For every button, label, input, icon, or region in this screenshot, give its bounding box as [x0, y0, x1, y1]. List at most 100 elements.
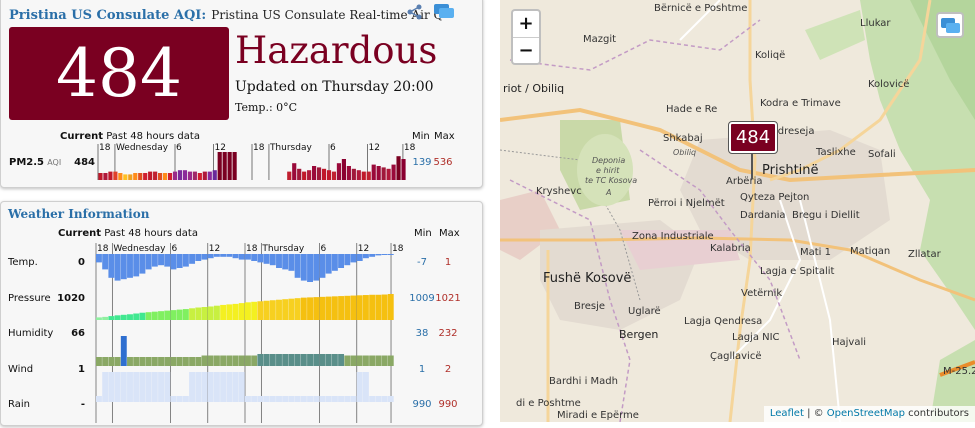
wind-bar[interactable] — [257, 396, 264, 402]
pm25-bar[interactable] — [366, 171, 371, 180]
wind-bar[interactable] — [387, 396, 394, 402]
humidity-bar[interactable] — [182, 357, 189, 366]
temp-bar[interactable] — [151, 254, 158, 267]
temp-bar[interactable] — [158, 254, 164, 266]
temp-bar[interactable] — [176, 254, 183, 268]
wind-bar[interactable] — [325, 396, 332, 402]
temp-bar[interactable] — [300, 254, 307, 281]
humidity-bar[interactable] — [362, 355, 369, 367]
wind-bar[interactable] — [114, 372, 121, 402]
wind-bar[interactable] — [201, 372, 208, 402]
temp-bar[interactable] — [282, 254, 289, 270]
pressure-bar[interactable] — [375, 294, 382, 320]
temp-bar[interactable] — [108, 254, 115, 278]
humidity-bar[interactable] — [238, 355, 245, 367]
temp-bar[interactable] — [201, 254, 208, 260]
temp-bar[interactable] — [288, 254, 295, 271]
wind-bar[interactable] — [362, 372, 369, 402]
wind-bar[interactable] — [263, 396, 270, 402]
pm25-bar[interactable] — [113, 171, 118, 180]
wind-bar[interactable] — [375, 396, 382, 402]
humidity-bar[interactable] — [151, 357, 158, 366]
pressure-bar[interactable] — [282, 299, 289, 320]
wind-bar[interactable] — [182, 396, 189, 402]
temp-bar[interactable] — [120, 254, 127, 280]
temp-bar[interactable] — [313, 254, 320, 281]
temp-bar[interactable] — [245, 254, 251, 260]
pm25-bar[interactable] — [227, 152, 232, 180]
zoom-in-button[interactable]: + — [518, 13, 534, 34]
wind-bar[interactable] — [232, 372, 239, 402]
leaflet-link[interactable]: Leaflet — [769, 408, 804, 419]
zoom-out-button[interactable]: − — [513, 37, 539, 63]
map-tiles[interactable] — [500, 0, 975, 422]
temp-bar[interactable] — [139, 254, 146, 274]
humidity-bar[interactable] — [120, 336, 127, 366]
humidity-bar[interactable] — [331, 354, 338, 366]
pm25-bar[interactable] — [158, 173, 163, 180]
pressure-bar[interactable] — [114, 315, 121, 320]
wind-bar[interactable] — [307, 396, 313, 402]
wind-bar[interactable] — [145, 372, 152, 402]
humidity-bar[interactable] — [375, 355, 382, 367]
temp-bar[interactable] — [102, 254, 109, 270]
pm25-bar[interactable] — [312, 166, 317, 180]
pressure-bar[interactable] — [356, 295, 363, 320]
humidity-bar[interactable] — [276, 354, 282, 366]
temp-bar[interactable] — [356, 254, 363, 261]
pressure-bar[interactable] — [263, 300, 270, 320]
humidity-bar[interactable] — [307, 354, 313, 366]
pressure-bar[interactable] — [213, 305, 220, 320]
temp-bar[interactable] — [294, 254, 301, 278]
temp-bar[interactable] — [238, 254, 245, 260]
pressure-bar[interactable] — [232, 303, 239, 320]
wind-bar[interactable] — [300, 396, 307, 402]
pm25-bar[interactable] — [341, 159, 346, 180]
pm25-bar[interactable] — [148, 171, 153, 180]
temp-bar[interactable] — [207, 254, 214, 259]
pm25-bar[interactable] — [376, 166, 381, 180]
wind-bar[interactable] — [139, 372, 146, 402]
pressure-bar[interactable] — [307, 297, 313, 320]
pressure-bar[interactable] — [158, 311, 164, 320]
wind-bar[interactable] — [269, 396, 276, 402]
humidity-bar[interactable] — [344, 355, 351, 367]
map-layers-button[interactable] — [936, 12, 964, 38]
pm25-bar[interactable] — [222, 152, 227, 180]
wind-bar[interactable] — [226, 372, 233, 402]
humidity-bar[interactable] — [133, 357, 140, 366]
pressure-bar[interactable] — [189, 308, 196, 320]
pressure-bar[interactable] — [288, 298, 295, 320]
pressure-bar[interactable] — [294, 298, 301, 320]
humidity-bar[interactable] — [96, 357, 102, 366]
pm25-bar[interactable] — [187, 171, 192, 180]
pressure-bar[interactable] — [170, 310, 177, 320]
pm25-bar[interactable] — [401, 159, 406, 180]
humidity-bar[interactable] — [102, 357, 109, 366]
pressure-bar[interactable] — [145, 312, 152, 320]
humidity-bar[interactable] — [232, 355, 239, 367]
pm25-bar[interactable] — [118, 173, 123, 180]
humidity-bar[interactable] — [381, 355, 388, 367]
humidity-bar[interactable] — [145, 357, 152, 366]
humidity-bar[interactable] — [139, 357, 146, 366]
humidity-bar[interactable] — [189, 357, 196, 366]
wind-bar[interactable] — [164, 372, 171, 402]
temp-bar[interactable] — [182, 254, 189, 267]
pm25-bar[interactable] — [172, 171, 178, 180]
temp-bar[interactable] — [257, 254, 264, 263]
humidity-bar[interactable] — [176, 357, 183, 366]
temp-bar[interactable] — [344, 254, 351, 266]
pressure-bar[interactable] — [245, 302, 251, 320]
pressure-bar[interactable] — [257, 301, 264, 320]
pressure-bar[interactable] — [226, 304, 233, 320]
pm25-bar[interactable] — [326, 170, 332, 180]
station-marker[interactable]: 484 — [728, 121, 778, 154]
wind-bar[interactable] — [133, 372, 140, 402]
wind-bar[interactable] — [369, 396, 376, 402]
wind-bar[interactable] — [313, 396, 320, 402]
pm25-bar[interactable] — [292, 163, 297, 180]
temp-bar[interactable] — [170, 254, 177, 270]
humidity-bar[interactable] — [282, 354, 289, 366]
humidity-bar[interactable] — [300, 354, 307, 366]
